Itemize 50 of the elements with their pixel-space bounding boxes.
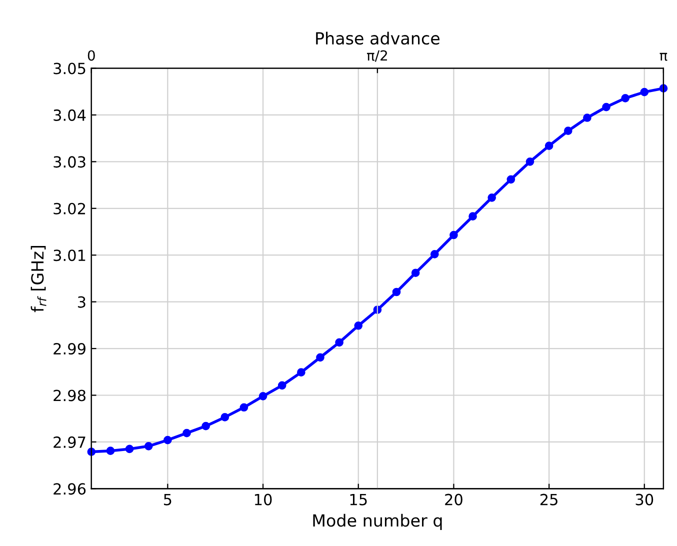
point	[468, 212, 477, 220]
x-tick-label: 20	[445, 494, 462, 506]
y-tick-label: 3.01	[54, 250, 86, 262]
point	[621, 94, 630, 102]
y-tick-label: 2.97	[54, 436, 86, 448]
point	[583, 114, 592, 122]
y-axis-title: f$_{rf}$ [GHz]	[30, 246, 46, 312]
x-axis-title: Mode number q	[313, 514, 442, 530]
point	[544, 142, 554, 150]
point	[526, 158, 534, 166]
point	[258, 392, 268, 400]
y-tick-label: 3.04	[54, 109, 86, 121]
x-tick-label: 5	[164, 494, 172, 506]
x2-axis-title: Phase advance	[316, 32, 440, 45]
point	[640, 88, 649, 96]
point	[125, 444, 134, 454]
x-tick-label: 10	[254, 494, 272, 506]
point	[106, 446, 115, 455]
y-tick-label: 2.98	[54, 390, 86, 402]
x2-tick-label: π/2	[366, 50, 387, 62]
point	[202, 422, 210, 430]
y-tick-label: 3	[78, 296, 86, 308]
point	[278, 381, 286, 390]
x2-tick-label: 0	[88, 50, 95, 61]
point	[602, 102, 610, 112]
y-tick-label: 2.96	[54, 483, 86, 495]
x-tick-label: 30	[636, 494, 654, 506]
point	[220, 413, 230, 422]
point	[392, 288, 401, 296]
point	[450, 230, 458, 240]
y-tick-label: 3.02	[54, 202, 86, 214]
y-tick-label: 2.99	[54, 342, 86, 355]
point	[411, 268, 420, 278]
y-tick-label: 3.03	[54, 156, 86, 168]
point	[164, 436, 172, 444]
point	[506, 175, 516, 184]
point	[488, 193, 496, 202]
x-tick-label: 15	[350, 494, 367, 506]
point	[316, 353, 324, 362]
x-tick-label: 25	[540, 494, 558, 506]
point	[240, 403, 248, 412]
x2-tick-label: π	[660, 52, 668, 61]
point	[144, 442, 153, 450]
y-tick-label: 3.05	[54, 62, 86, 74]
point	[296, 368, 306, 377]
point	[564, 126, 572, 136]
point	[430, 250, 439, 258]
point	[354, 321, 363, 330]
point	[335, 338, 344, 347]
point	[182, 428, 191, 438]
